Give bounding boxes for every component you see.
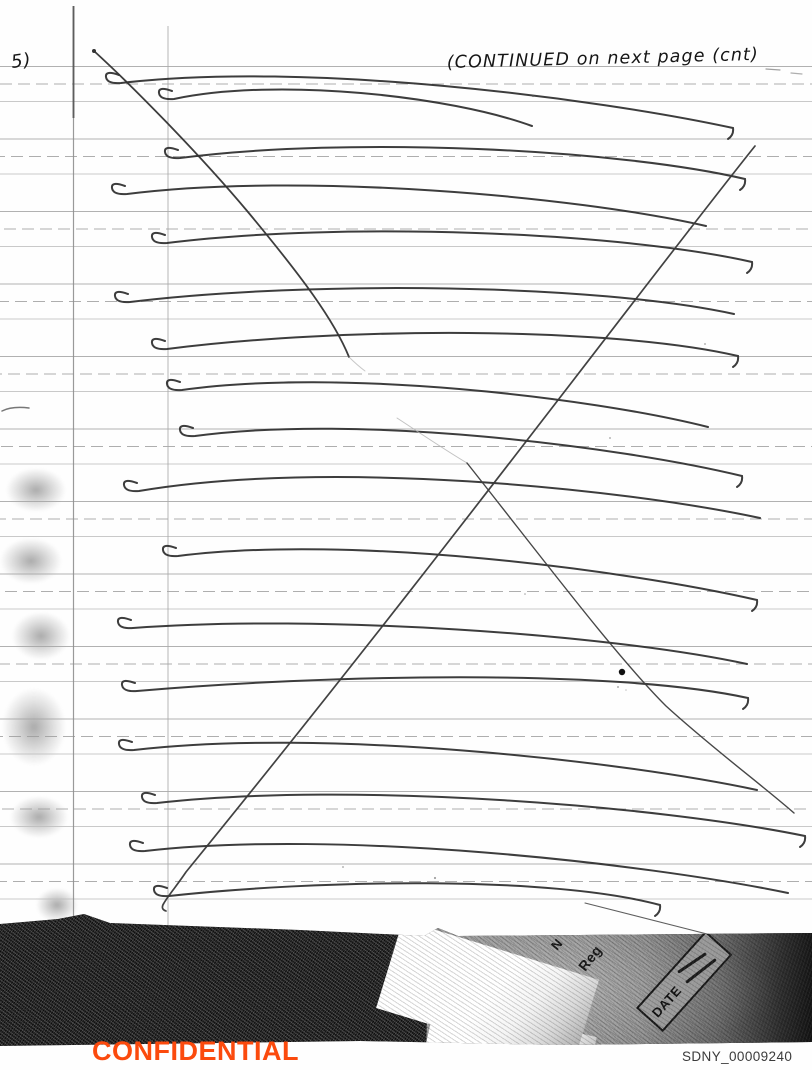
generated-strokes <box>0 6 812 935</box>
bates-number: SDNY_00009240 <box>682 1049 793 1064</box>
header-handwriting-note: (CONTINUED on next page (cnt) <box>447 45 760 73</box>
corner-page-mark: 5) <box>10 49 33 73</box>
confidential-stamp: CONFIDENTIAL <box>92 1036 299 1066</box>
